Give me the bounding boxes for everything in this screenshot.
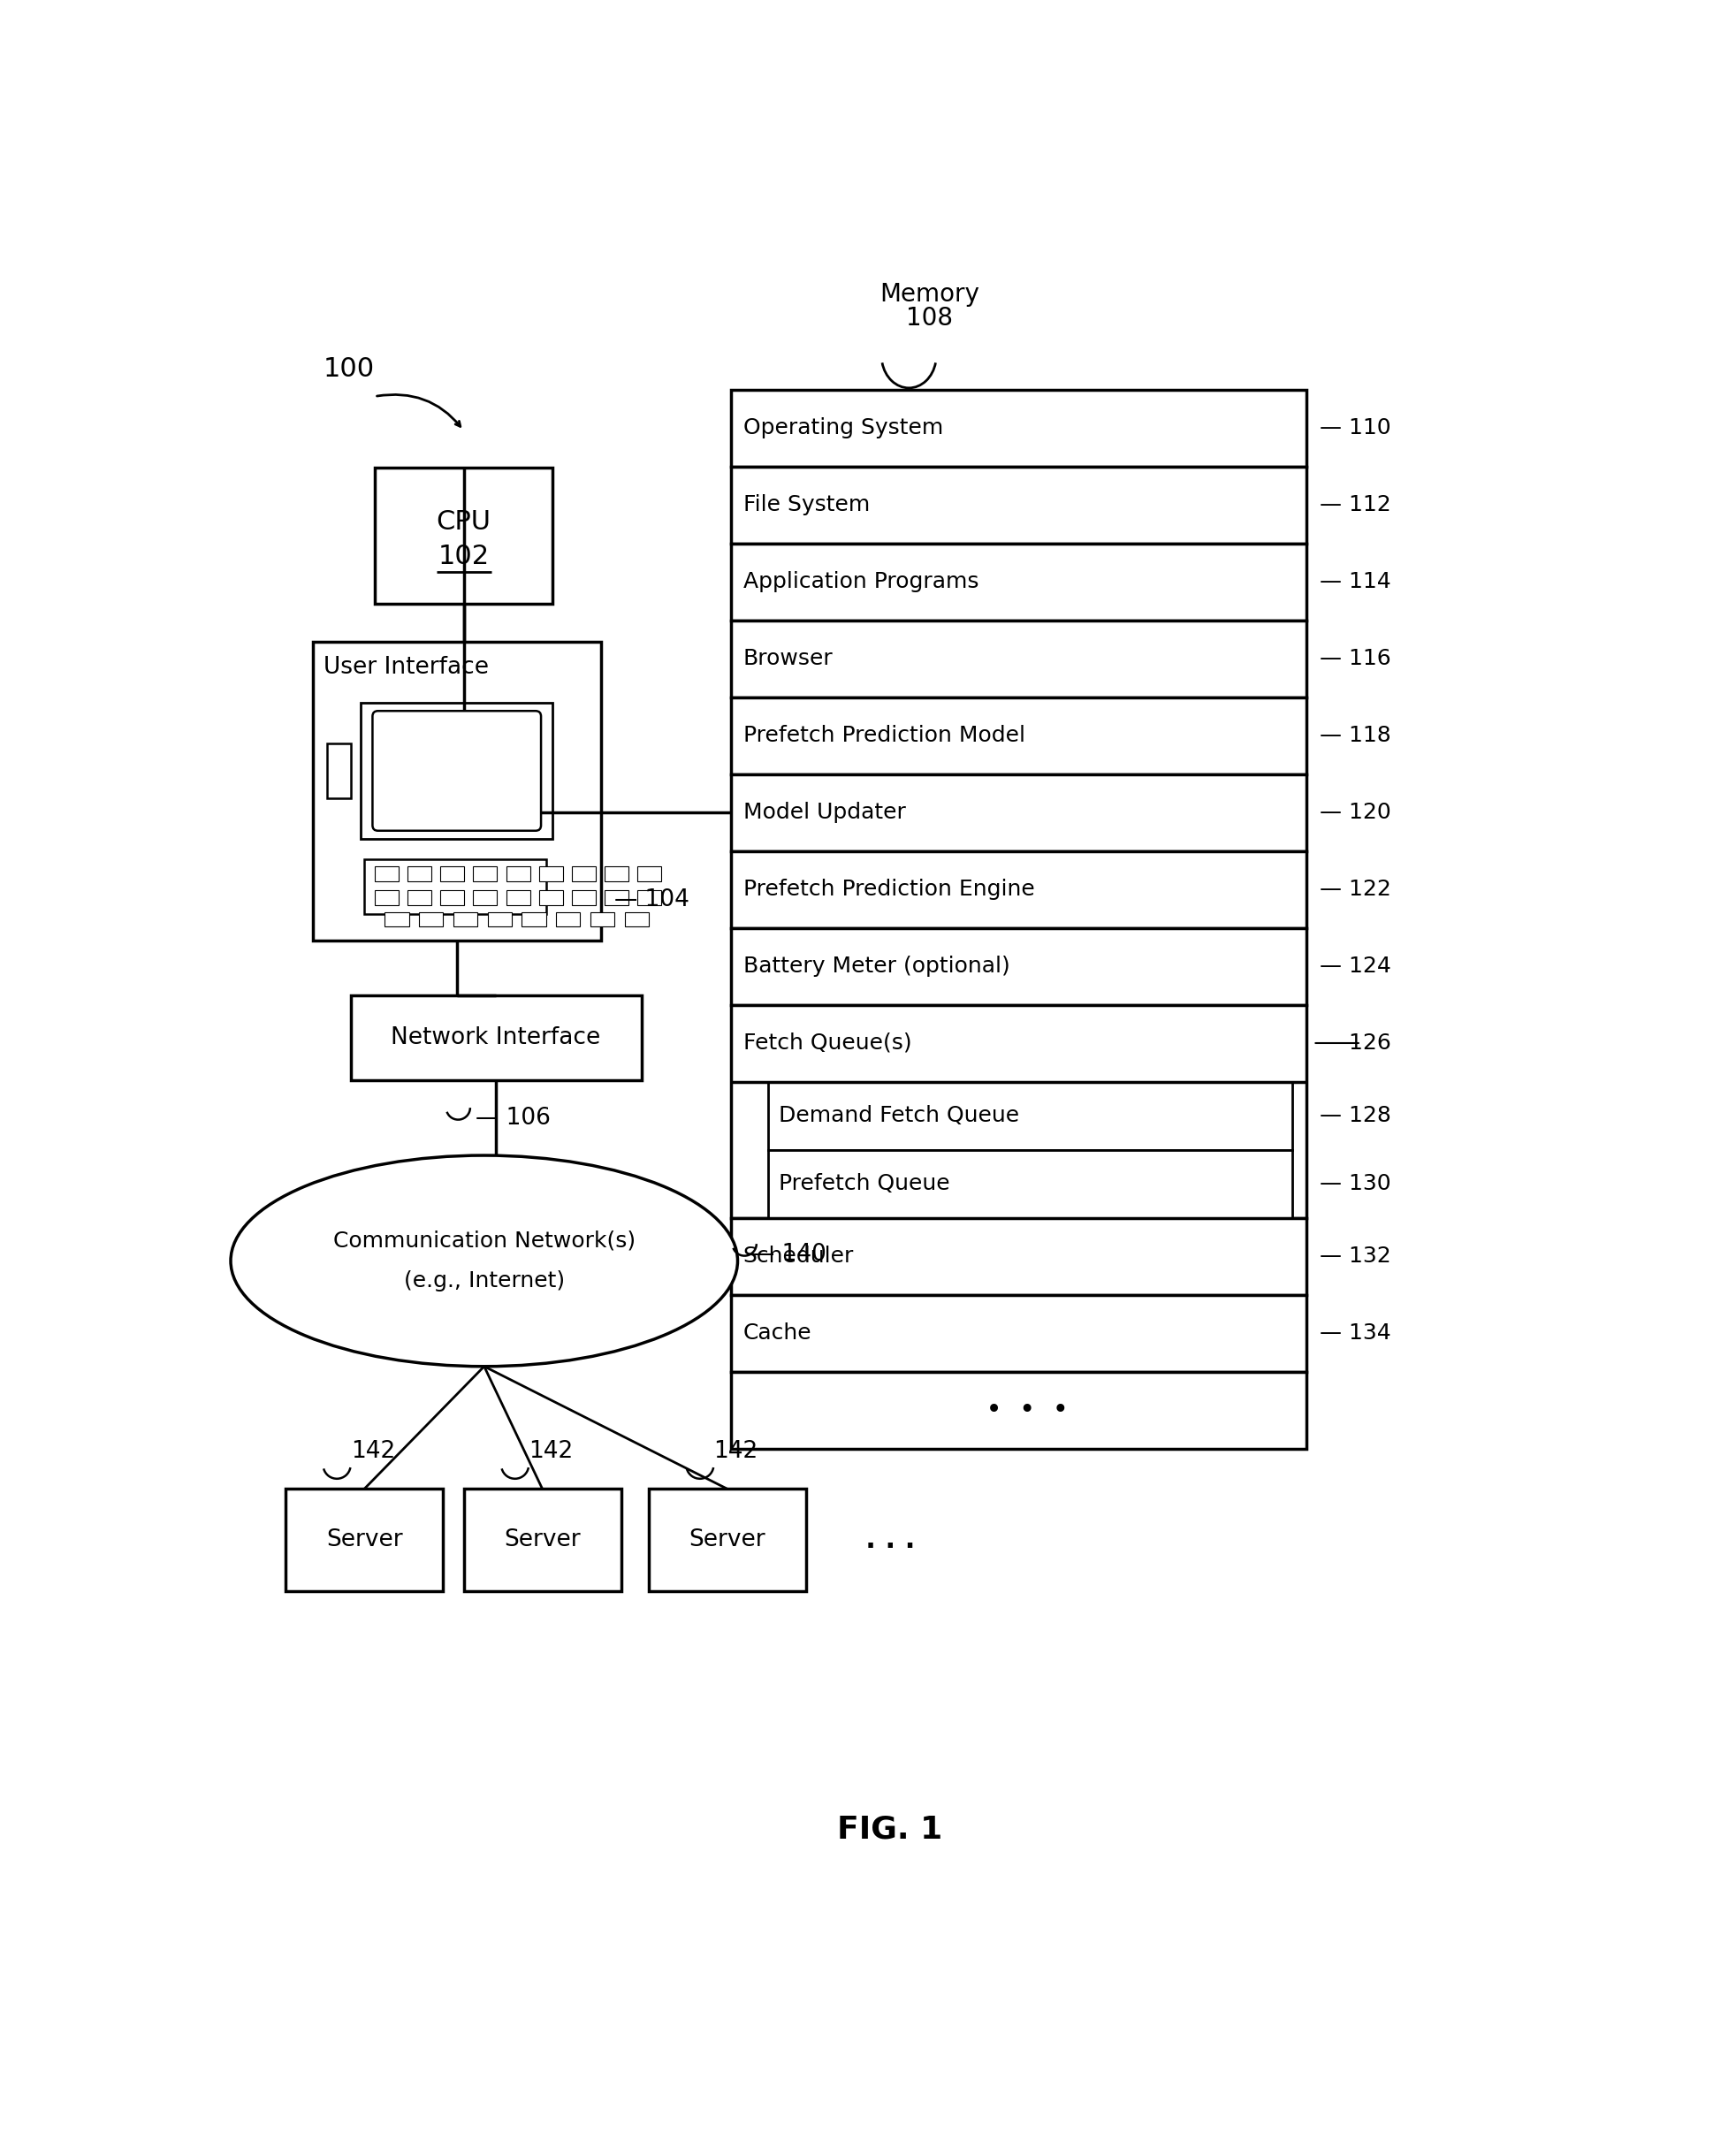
Text: Prefetch Prediction Model: Prefetch Prediction Model <box>743 726 1024 745</box>
Bar <box>488 912 512 927</box>
Bar <box>590 912 615 927</box>
Text: Application Programs: Application Programs <box>743 572 979 593</box>
Bar <box>408 891 432 906</box>
Text: — 106: — 106 <box>476 1107 550 1130</box>
Text: — 130: — 130 <box>1319 1173 1391 1195</box>
Bar <box>312 642 601 942</box>
Bar <box>351 996 642 1081</box>
Bar <box>649 1488 806 1591</box>
Bar <box>523 912 545 927</box>
Bar <box>731 698 1305 775</box>
Bar <box>625 912 649 927</box>
Bar <box>731 1218 1305 1295</box>
Text: Cache: Cache <box>743 1323 812 1345</box>
Bar <box>538 891 562 906</box>
Text: — 122: — 122 <box>1319 878 1391 899</box>
Text: CPU: CPU <box>436 510 491 535</box>
Bar <box>365 859 545 914</box>
Text: — 120: — 120 <box>1319 801 1391 822</box>
Text: Prefetch Prediction Engine: Prefetch Prediction Engine <box>743 878 1035 899</box>
Text: — 104: — 104 <box>615 889 689 912</box>
Text: FIG. 1: FIG. 1 <box>837 1813 943 1843</box>
Text: 102: 102 <box>437 544 490 570</box>
Bar <box>637 891 661 906</box>
Text: — 110: — 110 <box>1319 417 1391 439</box>
Bar <box>769 1081 1293 1150</box>
Bar <box>731 1004 1305 1218</box>
Bar <box>464 1488 621 1591</box>
Bar <box>556 912 580 927</box>
Text: — 140: — 140 <box>752 1242 826 1265</box>
Bar <box>474 867 496 882</box>
Text: 142: 142 <box>351 1441 396 1462</box>
Bar <box>731 390 1305 467</box>
Bar <box>731 927 1305 1004</box>
Bar <box>326 743 351 799</box>
Bar <box>731 621 1305 698</box>
Bar <box>731 1372 1305 1449</box>
Text: •  •  •: • • • <box>969 1398 1068 1424</box>
Bar <box>604 891 628 906</box>
Text: (e.g., Internet): (e.g., Internet) <box>404 1272 564 1291</box>
Text: 100: 100 <box>323 355 375 381</box>
Text: — 116: — 116 <box>1319 649 1391 670</box>
Bar <box>375 867 399 882</box>
Bar <box>418 912 443 927</box>
Text: Browser: Browser <box>743 649 833 670</box>
Text: Server: Server <box>689 1529 766 1552</box>
Bar <box>375 891 399 906</box>
Text: Scheduler: Scheduler <box>743 1246 854 1267</box>
Bar <box>375 469 552 604</box>
Bar <box>637 867 661 882</box>
Text: 142: 142 <box>713 1441 759 1462</box>
Text: — 128: — 128 <box>1319 1105 1391 1126</box>
Bar <box>453 912 477 927</box>
Text: Server: Server <box>503 1529 580 1552</box>
Text: Fetch Queue(s): Fetch Queue(s) <box>743 1032 911 1053</box>
Text: Communication Network(s): Communication Network(s) <box>333 1229 635 1250</box>
Text: File System: File System <box>743 495 870 516</box>
Text: 108: 108 <box>906 306 953 330</box>
Bar <box>731 852 1305 927</box>
Text: — 126: — 126 <box>1319 1032 1391 1053</box>
Text: Server: Server <box>326 1529 403 1552</box>
Text: — 134: — 134 <box>1319 1323 1391 1345</box>
Bar <box>731 1295 1305 1372</box>
Text: Memory: Memory <box>880 283 979 306</box>
Text: — 114: — 114 <box>1319 572 1391 593</box>
Text: — 132: — 132 <box>1319 1246 1391 1267</box>
Bar <box>441 867 464 882</box>
Bar <box>385 912 408 927</box>
Bar <box>507 891 529 906</box>
Text: Prefetch Queue: Prefetch Queue <box>779 1173 950 1195</box>
Text: Model Updater: Model Updater <box>743 801 906 822</box>
Bar <box>571 891 595 906</box>
Text: — 112: — 112 <box>1319 495 1391 516</box>
Bar <box>538 867 562 882</box>
Bar <box>604 867 628 882</box>
Bar <box>769 1150 1293 1218</box>
Bar <box>285 1488 443 1591</box>
Text: . . .: . . . <box>847 1527 915 1552</box>
Bar <box>731 775 1305 852</box>
Bar <box>474 891 496 906</box>
Text: — 118: — 118 <box>1319 726 1391 745</box>
Text: Network Interface: Network Interface <box>391 1026 601 1049</box>
Bar <box>361 702 552 839</box>
Bar <box>731 467 1305 544</box>
Text: Demand Fetch Queue: Demand Fetch Queue <box>779 1105 1019 1126</box>
Bar <box>408 867 432 882</box>
Bar <box>731 544 1305 621</box>
Bar <box>441 891 464 906</box>
Ellipse shape <box>231 1156 738 1366</box>
Text: Battery Meter (optional): Battery Meter (optional) <box>743 955 1010 976</box>
Text: User Interface: User Interface <box>323 655 488 679</box>
Text: Operating System: Operating System <box>743 417 943 439</box>
FancyBboxPatch shape <box>373 711 542 831</box>
Text: 142: 142 <box>529 1441 573 1462</box>
Bar <box>571 867 595 882</box>
Text: — 124: — 124 <box>1319 955 1391 976</box>
Bar <box>507 867 529 882</box>
